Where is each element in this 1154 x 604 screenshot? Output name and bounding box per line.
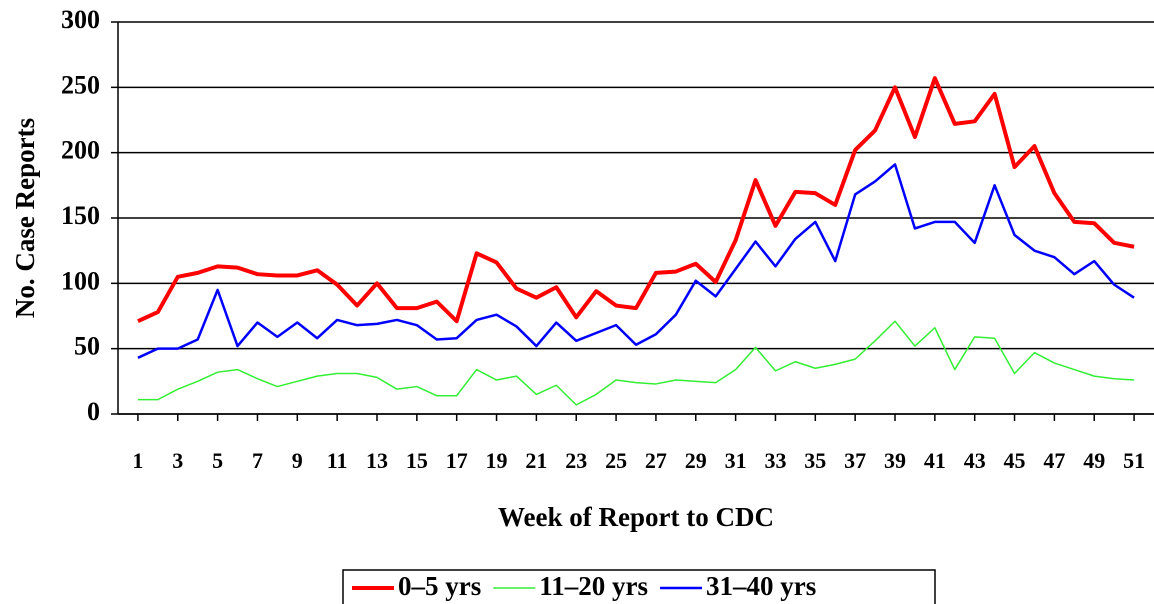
y-tick-label: 250 xyxy=(61,70,100,99)
y-tick-label: 150 xyxy=(61,201,100,230)
x-tick-label: 47 xyxy=(1043,448,1065,473)
legend: 0–5 yrs 11–20 yrs 31–40 yrs xyxy=(342,569,936,604)
x-tick-label: 35 xyxy=(804,448,826,473)
x-tick-label: 29 xyxy=(685,448,707,473)
x-tick-label: 25 xyxy=(605,448,627,473)
x-tick-label: 43 xyxy=(964,448,986,473)
x-tick-label: 51 xyxy=(1123,448,1145,473)
x-tick-label: 17 xyxy=(446,448,468,473)
y-tick-label: 300 xyxy=(61,5,100,34)
legend-label: 11–20 yrs xyxy=(539,571,648,601)
y-axis-label: No. Case Reports xyxy=(10,118,40,318)
x-tick-label: 37 xyxy=(844,448,866,473)
x-tick-label: 33 xyxy=(764,448,786,473)
x-tick-label: 45 xyxy=(1004,448,1026,473)
x-tick-label: 1 xyxy=(132,448,143,473)
x-tick-label: 11 xyxy=(327,448,348,473)
x-tick-label: 7 xyxy=(252,448,263,473)
y-tick-label: 100 xyxy=(61,266,100,295)
x-tick-label: 27 xyxy=(645,448,667,473)
y-tick-label: 0 xyxy=(87,397,100,426)
legend-label: 31–40 yrs xyxy=(706,571,816,601)
legend-box xyxy=(342,569,936,604)
series-line xyxy=(137,163,1135,359)
x-tick-label: 9 xyxy=(292,448,303,473)
x-tick-label: 21 xyxy=(525,448,547,473)
x-tick-label: 13 xyxy=(366,448,388,473)
x-axis-label: Week of Report to CDC xyxy=(498,502,774,532)
x-tick-label: 23 xyxy=(565,448,587,473)
x-tick-label: 41 xyxy=(924,448,946,473)
y-tick-label: 50 xyxy=(74,332,100,361)
x-tick-label: 31 xyxy=(725,448,747,473)
x-tick-label: 19 xyxy=(486,448,508,473)
legend-label: 0–5 yrs xyxy=(398,571,481,601)
x-tick-label: 15 xyxy=(406,448,428,473)
x-tick-label: 3 xyxy=(172,448,183,473)
x-tick-label: 5 xyxy=(212,448,223,473)
series-line xyxy=(137,76,1135,324)
x-tick-label: 39 xyxy=(884,448,906,473)
y-tick-label: 200 xyxy=(61,136,100,165)
series-line xyxy=(137,320,1135,406)
x-tick-label: 49 xyxy=(1083,448,1105,473)
